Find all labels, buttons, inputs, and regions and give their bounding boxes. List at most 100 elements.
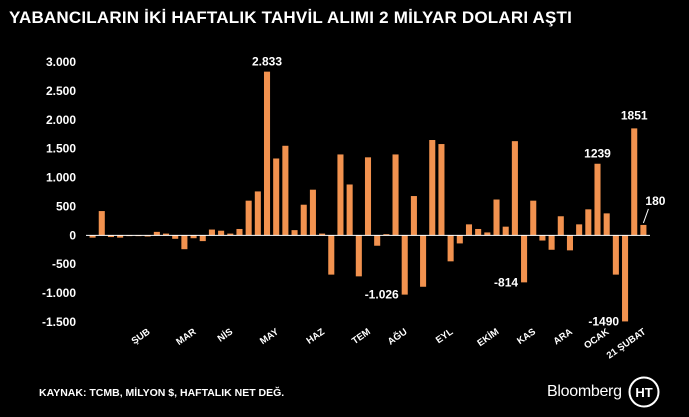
bar	[181, 235, 188, 250]
bar	[420, 235, 427, 287]
bar	[117, 235, 124, 238]
annotation-label: 2.833	[252, 55, 282, 69]
annotation-label: 1239	[584, 147, 611, 161]
bar	[227, 233, 234, 236]
bar	[319, 233, 326, 236]
bar	[511, 141, 518, 236]
x-tick-label: EYL	[434, 326, 456, 346]
annotation-label: 180	[645, 194, 665, 208]
x-tick-label: AĞU	[385, 326, 409, 348]
bar	[107, 235, 114, 238]
bar	[364, 157, 372, 236]
bar	[640, 224, 647, 236]
bar	[254, 191, 261, 236]
annotation-label: -1.026	[365, 288, 399, 302]
bar	[153, 231, 160, 236]
bar	[383, 234, 390, 236]
bar	[438, 144, 445, 236]
bar	[291, 230, 298, 236]
bar	[89, 235, 96, 238]
y-tick-label: 2.000	[46, 113, 76, 127]
bar	[236, 228, 243, 236]
bar	[548, 235, 555, 250]
x-axis-ticks: ŞUB MAR NİS MAY HAZ TEM AĞU EYL EKİM KAS ARA OCAK21…	[130, 326, 649, 362]
bar	[521, 235, 528, 283]
y-tick-label: 500	[56, 199, 76, 213]
y-axis-ticks: 3.000 2.500 2.000 1.500 1.000 500 0 -500 -1.000 -…	[42, 55, 76, 329]
y-tick-label: -500	[52, 257, 76, 271]
y-tick-label: 3.000	[46, 55, 76, 69]
svg-text:HT: HT	[635, 385, 652, 400]
bar	[199, 235, 206, 242]
bar	[594, 163, 601, 236]
bar	[263, 71, 271, 236]
annotation-label: -814	[494, 275, 518, 289]
bar	[273, 158, 280, 236]
bar	[576, 224, 583, 236]
brand-name: Bloomberg	[547, 383, 622, 400]
bar	[447, 235, 454, 262]
y-tick-label: 1.500	[46, 142, 76, 156]
bar	[603, 213, 610, 236]
bar	[346, 184, 353, 236]
x-tick-label: HAZ	[305, 326, 327, 346]
bar	[475, 228, 482, 236]
annotations: 2.833 -1.026 -814 1239 -1490 1851 180	[252, 55, 666, 329]
bar	[631, 128, 638, 236]
x-tick-label: NİS	[216, 326, 235, 344]
bar	[337, 154, 344, 236]
bar	[144, 235, 151, 237]
y-tick-label: 1.000	[46, 171, 76, 185]
bar	[172, 235, 179, 239]
bar	[98, 211, 105, 236]
source-note: KAYNAK: TCMB, MİLYON $, HAFTALIK NET DEĞ…	[39, 387, 285, 399]
bar	[530, 200, 537, 236]
bar	[585, 209, 592, 236]
bar	[465, 224, 473, 236]
y-tick-label: -1.000	[42, 286, 76, 300]
x-tick-label: TEM	[350, 326, 373, 347]
x-tick-label: EKİM	[475, 326, 501, 349]
x-tick-label: OCAK	[582, 326, 611, 351]
bar	[328, 235, 335, 275]
bar	[218, 230, 225, 236]
bar	[392, 154, 399, 236]
annotation-label: -1490	[588, 314, 619, 328]
bar	[429, 140, 436, 236]
bar	[245, 200, 252, 236]
bar	[410, 196, 417, 236]
bar	[163, 233, 170, 236]
bar	[282, 145, 289, 236]
bar	[309, 189, 316, 236]
x-tick-label: MAY	[258, 326, 281, 347]
y-tick-label: 0	[69, 228, 76, 242]
bar	[208, 229, 215, 236]
bar	[622, 235, 629, 322]
bar	[539, 235, 546, 241]
y-tick-label: -1.500	[42, 315, 76, 329]
x-tick-label: MAR	[174, 326, 198, 347]
x-tick-label: ŞUB	[130, 326, 153, 347]
bar	[456, 235, 463, 244]
bar	[502, 226, 509, 236]
bloomberg-ht-logo-icon: HT	[628, 376, 660, 408]
x-tick-label: 21 ŞUBAT	[605, 326, 649, 361]
bars	[89, 71, 647, 322]
x-tick-label: KAS	[515, 326, 538, 347]
bar	[557, 216, 564, 236]
brand-block: Bloomberg HT	[547, 376, 660, 408]
bar	[355, 235, 362, 277]
bar	[566, 235, 573, 251]
annotation-leader-line	[642, 208, 649, 224]
chart-title: YABANCILARIN İKİ HAFTALIK TAHVİL ALIMI 2…	[9, 8, 573, 27]
bar	[493, 199, 500, 236]
y-tick-label: 2.500	[46, 84, 76, 98]
bar	[374, 235, 381, 246]
bar	[612, 235, 619, 275]
bar	[401, 235, 408, 295]
bar	[484, 232, 491, 236]
annotation-label: 1851	[621, 108, 648, 122]
bar	[190, 235, 197, 239]
bar	[300, 204, 307, 236]
